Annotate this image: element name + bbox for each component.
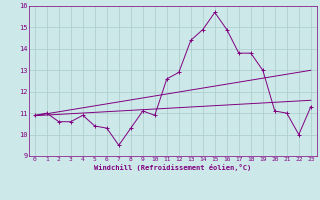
X-axis label: Windchill (Refroidissement éolien,°C): Windchill (Refroidissement éolien,°C) [94,164,252,171]
